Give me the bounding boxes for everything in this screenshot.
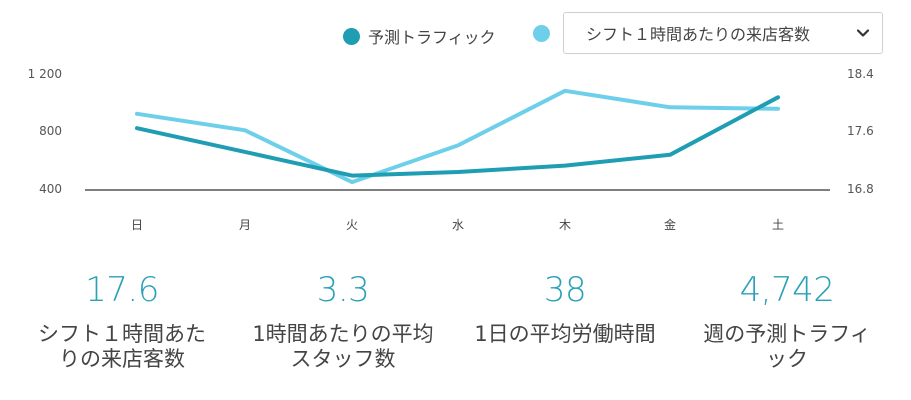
stat-label: シフト１時間あたりの来店客数 xyxy=(38,322,206,371)
chevron-down-icon xyxy=(856,29,870,37)
metric-select-value: シフト１時間あたりの来店客数 xyxy=(586,25,811,44)
stat-value: 3.3 xyxy=(316,270,370,310)
series-line-shift[interactable] xyxy=(135,88,780,185)
stat-shift-hourly-visitors: 17.6 シフト１時間あたりの来店客数 xyxy=(12,268,232,372)
y-right-tick: 17.6 xyxy=(847,124,874,138)
x-tick: 金 xyxy=(663,218,676,232)
series-line-traffic[interactable] xyxy=(135,95,780,178)
stat-value: 4,742 xyxy=(739,270,835,310)
legend-dot-shift-icon xyxy=(533,25,550,42)
stat-weekly-forecast-traffic: 4,742 週の予測トラフィック xyxy=(677,268,897,372)
stat-value: 17.6 xyxy=(85,270,159,310)
stat-avg-staff-per-hour: 3.3 1時間あたりの平均スタッフ数 xyxy=(233,268,453,372)
y-right-tick: 18.4 xyxy=(847,67,874,81)
legend-item-traffic: 予測トラフィック xyxy=(343,24,496,48)
x-tick: 水 xyxy=(451,218,464,232)
chart-header: 予測トラフィック シフト１時間あたりの来店客数 xyxy=(0,0,911,60)
y-left-tick: 400 xyxy=(39,182,62,196)
stat-avg-daily-labor-hours: 38 1日の平均労働時間 xyxy=(455,268,675,347)
y-right-tick: 16.8 xyxy=(847,182,874,196)
y-left-tick: 1 200 xyxy=(27,67,62,81)
line-chart: 1 200 800 400 18.4 17.6 16.8 日 月 火 水 木 金… xyxy=(0,60,911,240)
stat-label: 週の予測トラフィック xyxy=(703,322,871,371)
stat-value: 38 xyxy=(543,270,587,310)
summary-stats: 17.6 シフト１時間あたりの来店客数 3.3 1時間あたりの平均スタッフ数 3… xyxy=(0,268,911,398)
metric-select[interactable]: シフト１時間あたりの来店客数 xyxy=(563,12,883,54)
stat-label: 1日の平均労働時間 xyxy=(474,322,656,346)
x-tick: 月 xyxy=(238,218,251,232)
x-tick: 日 xyxy=(130,218,143,232)
legend-label-traffic: 予測トラフィック xyxy=(368,28,496,47)
x-tick: 土 xyxy=(771,218,784,232)
legend-dot-traffic-icon xyxy=(343,27,360,45)
x-tick: 火 xyxy=(345,218,358,232)
y-left-tick: 800 xyxy=(39,124,62,138)
stat-label: 1時間あたりの平均スタッフ数 xyxy=(252,322,434,371)
plot-area xyxy=(85,88,830,191)
x-tick: 木 xyxy=(558,218,571,232)
